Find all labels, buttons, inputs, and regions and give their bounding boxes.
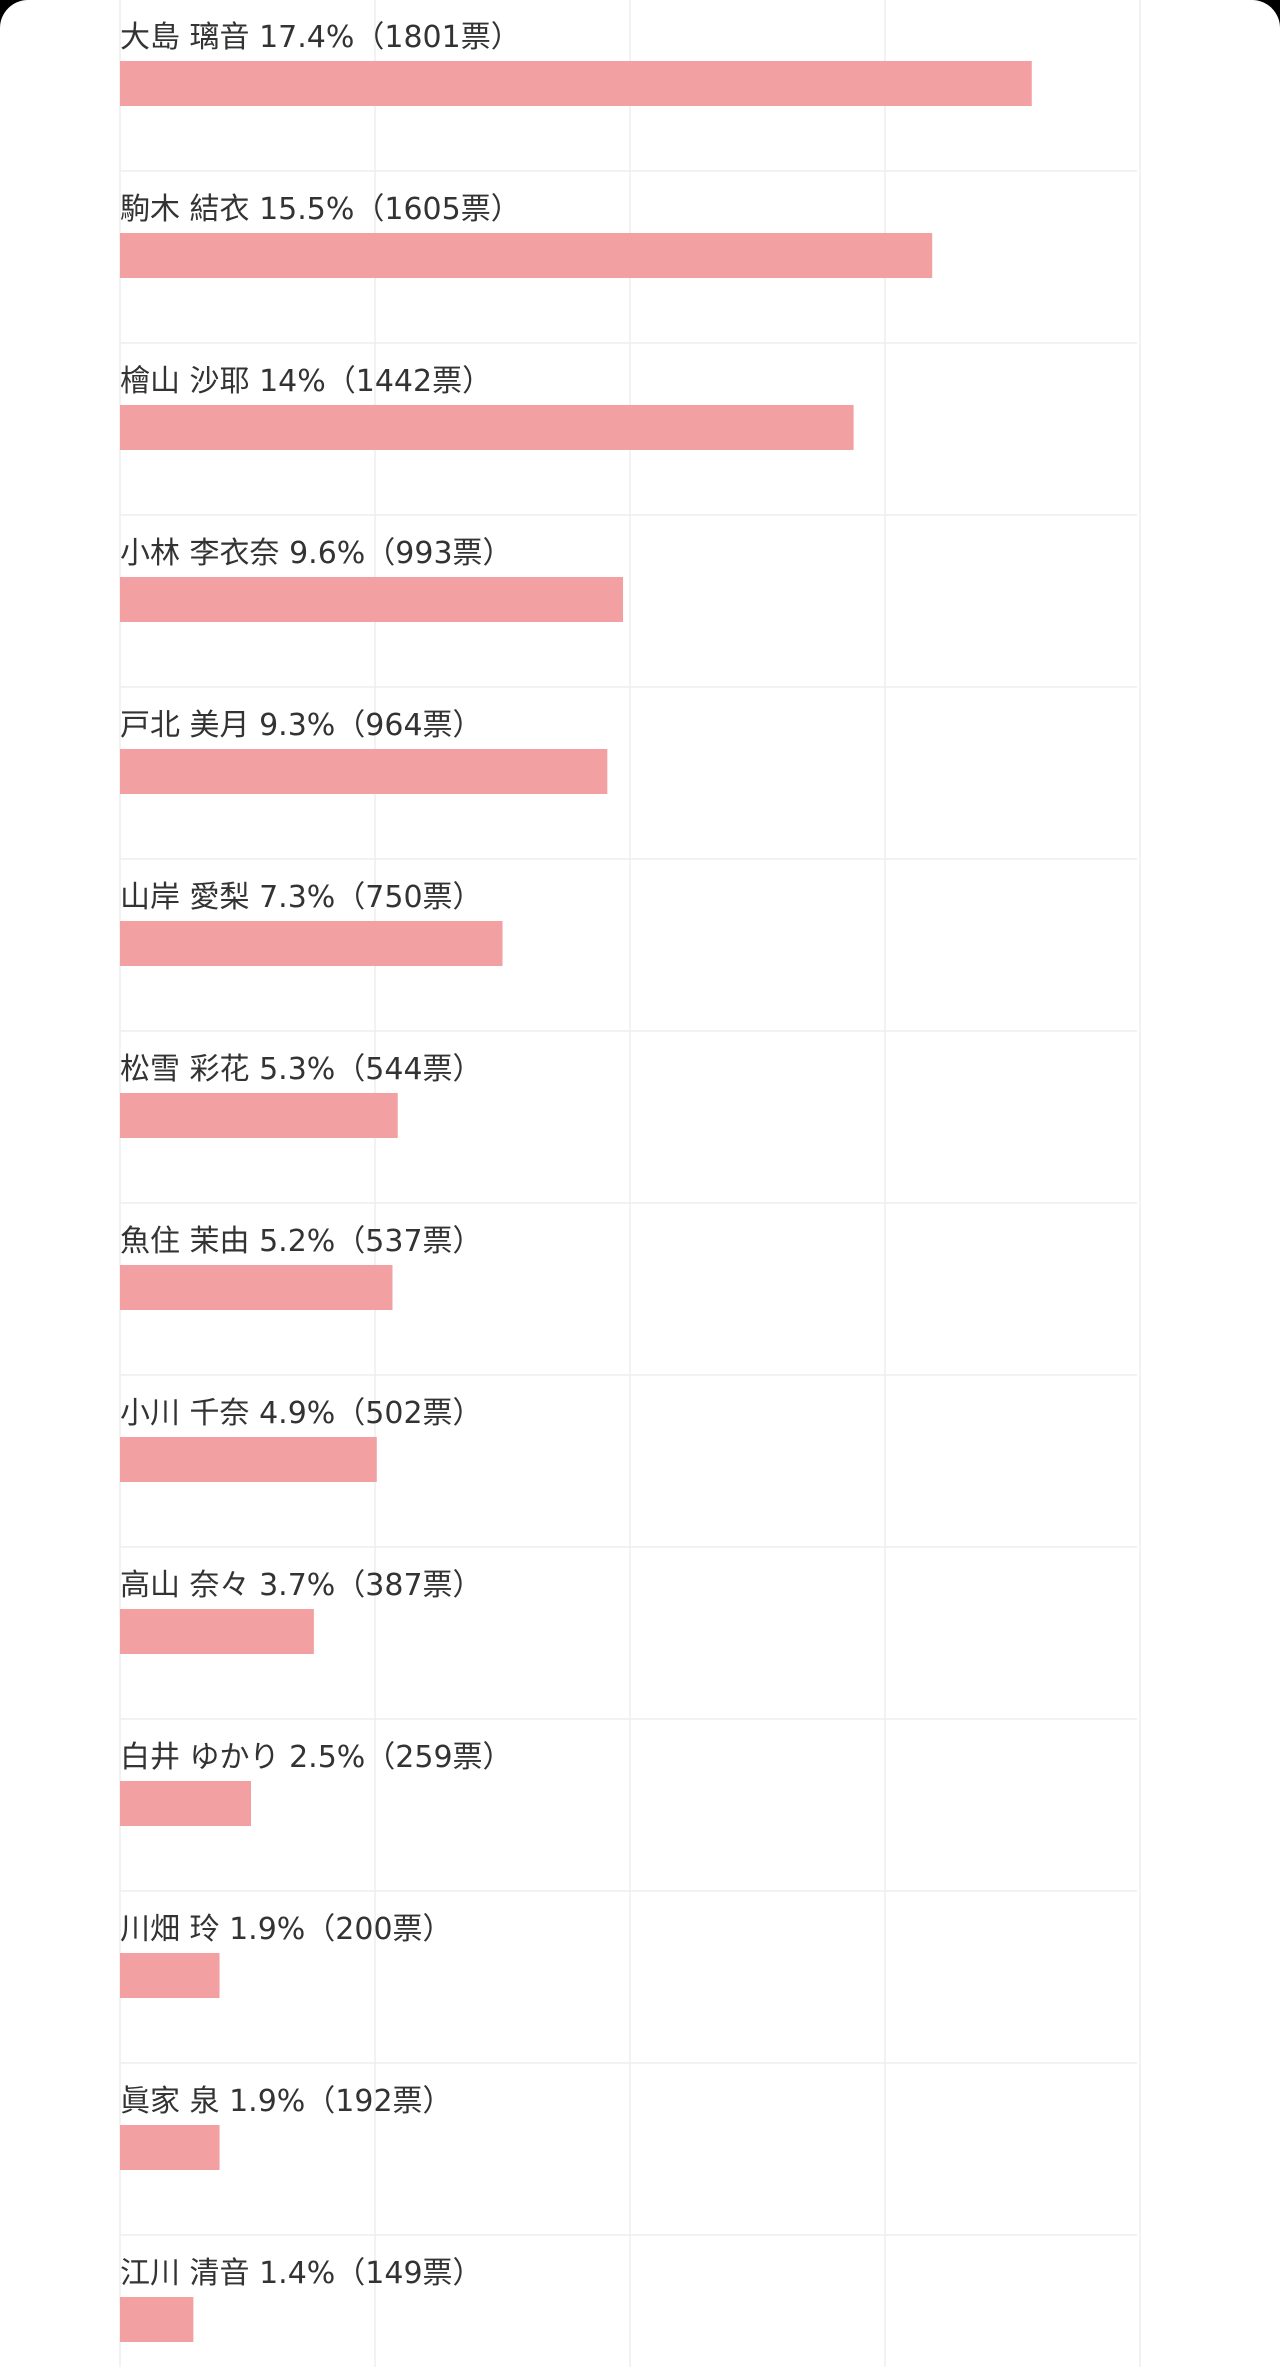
bar-label: 高山 奈々 3.7%（387票） [120,1568,483,1603]
bar [120,1437,377,1482]
bar [120,577,624,622]
bar-label: 山岸 愛梨 7.3%（750票） [120,880,483,915]
bar [120,1093,398,1138]
bar [120,749,608,794]
bar [120,1609,314,1654]
bar [120,2297,194,2342]
bar [120,2125,220,2170]
bar [120,1781,251,1826]
bar-label: 大島 璃音 17.4%（1801票） [120,20,521,55]
bar-label: 江川 清音 1.4%（149票） [120,2256,483,2291]
bar [120,1265,393,1310]
bar [120,61,1032,106]
bar-label: 松雪 彩花 5.3%（544票） [120,1052,483,1087]
bar-label: 眞家 泉 1.9%（192票） [120,2084,453,2119]
bar [120,405,854,450]
bar-label: 檜山 沙耶 14%（1442票） [120,364,492,399]
bar-label: 戸北 美月 9.3%（964票） [120,708,483,743]
bar-label: 川畑 玲 1.9%（200票） [120,1912,453,1947]
bar-label: 小林 李衣奈 9.6%（993票） [120,536,513,571]
bar-label: 魚住 茉由 5.2%（537票） [120,1224,483,1259]
bar [120,233,933,278]
bar-label: 駒木 結衣 15.5%（1605票） [120,192,521,227]
bar-label: 小川 千奈 4.9%（502票） [120,1396,483,1431]
bar [120,921,503,966]
bar [120,1953,220,1998]
bar-label: 白井 ゆかり 2.5%（259票） [120,1740,513,1775]
